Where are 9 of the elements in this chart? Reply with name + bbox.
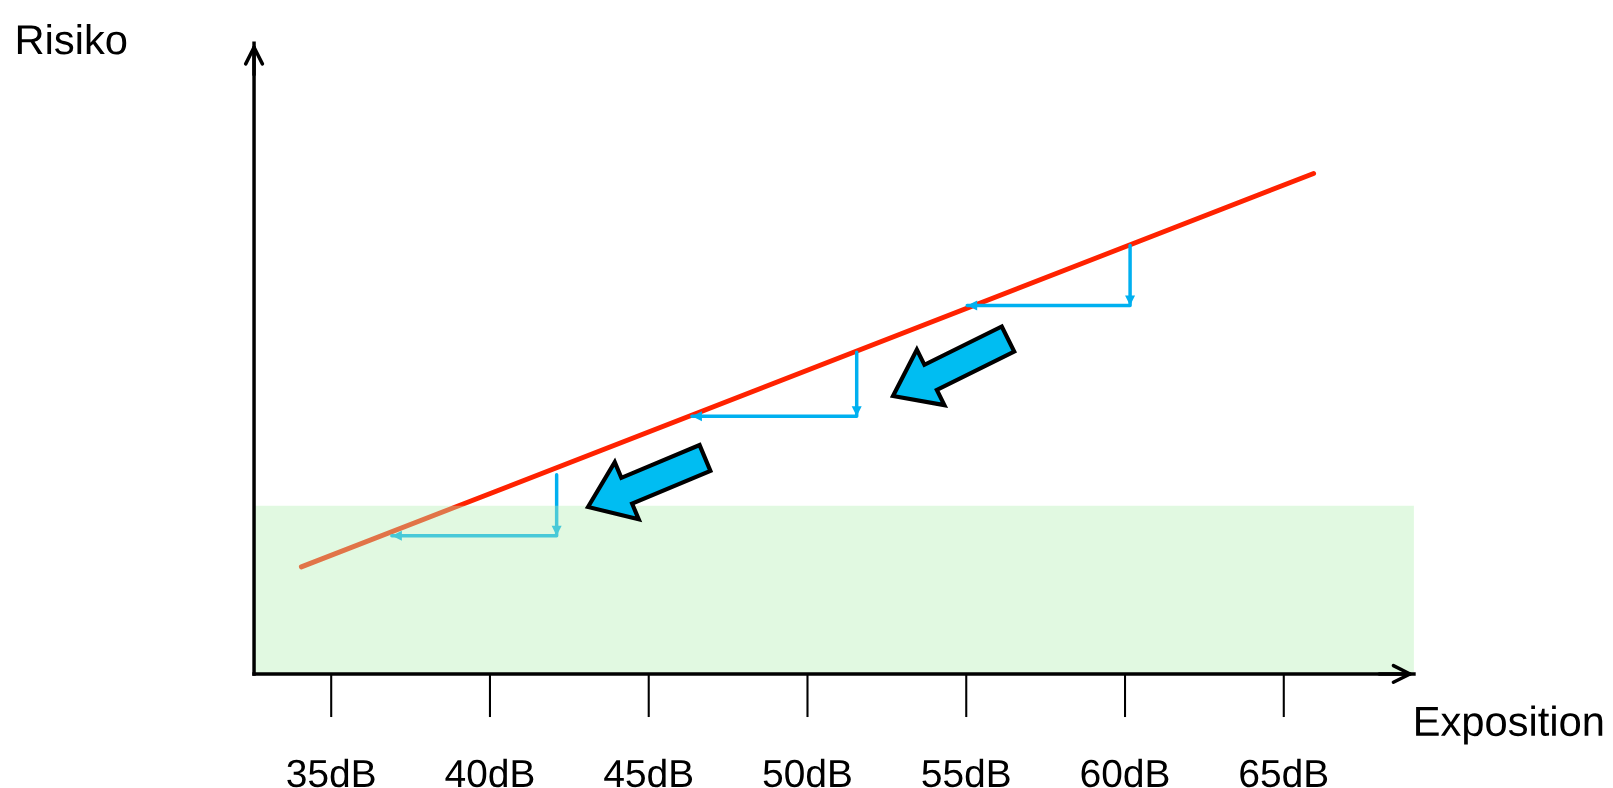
x-axis-title: Exposition bbox=[1416, 705, 1603, 745]
y-axis-title: Risiko bbox=[17, 23, 127, 55]
x-tick-label: 35dB bbox=[287, 758, 375, 788]
x-tick-label: 55dB bbox=[922, 758, 1010, 788]
x-tick-label: 40dB bbox=[445, 758, 534, 788]
x-tick-label: 45dB bbox=[604, 758, 693, 788]
x-tick-label: 65dB bbox=[1240, 758, 1328, 788]
x-tick-label: 50dB bbox=[763, 758, 851, 788]
x-tick-label: 60dB bbox=[1081, 758, 1169, 788]
